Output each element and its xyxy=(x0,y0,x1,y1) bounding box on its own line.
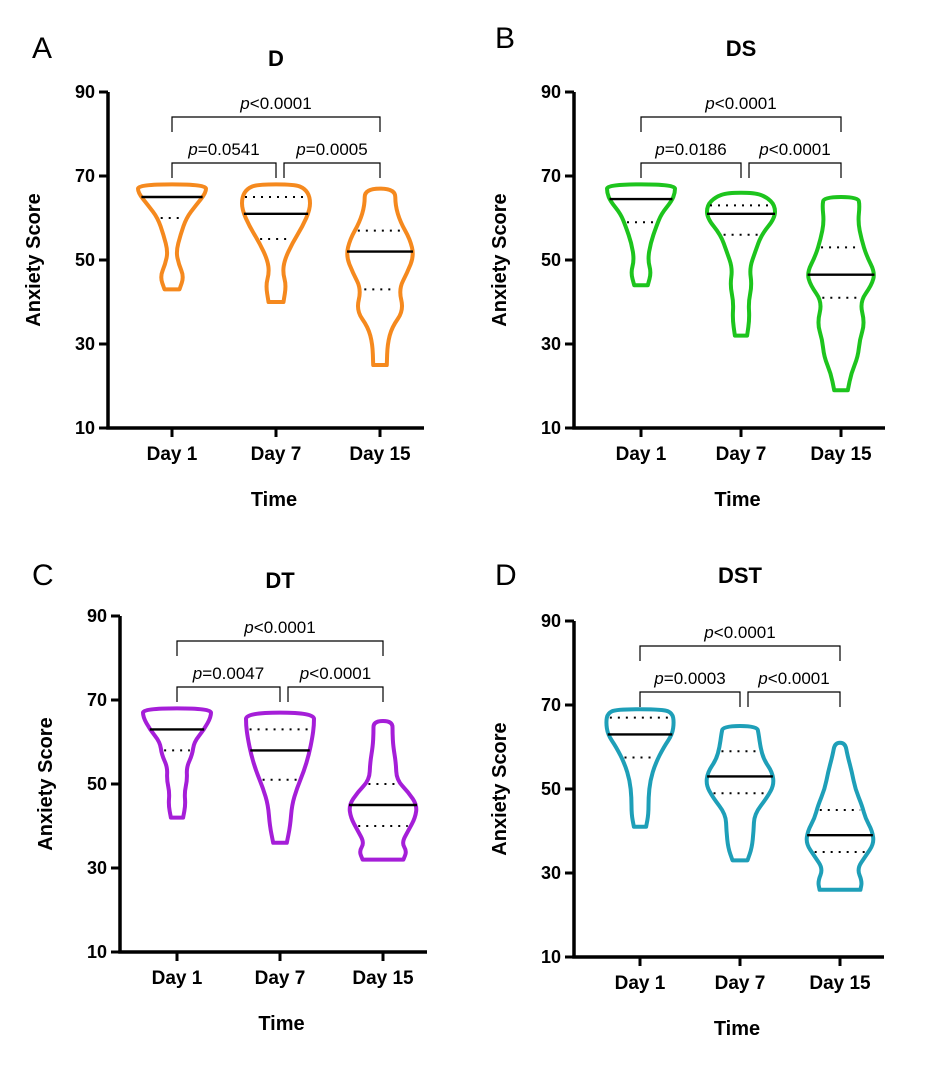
x-tick-label: Day 7 xyxy=(715,973,766,994)
chart-title: DT xyxy=(265,568,295,593)
y-tick-label: 90 xyxy=(541,611,561,631)
y-tick-label: 10 xyxy=(87,942,107,962)
violin-day-15 xyxy=(345,186,415,367)
chart-title: D xyxy=(268,46,284,71)
x-tick-label: Day 15 xyxy=(810,444,872,465)
y-tick-label: 70 xyxy=(75,166,95,186)
p-value-label: p=0.0003 xyxy=(653,669,725,688)
p-value-label: p<0.0001 xyxy=(758,140,830,159)
p-value-label: p=0.0047 xyxy=(192,664,264,683)
x-tick-label: Day 15 xyxy=(352,968,414,989)
significance-bracket xyxy=(287,686,384,702)
x-axis-title: Time xyxy=(251,489,297,511)
y-axis-title: Anxiety Score xyxy=(35,717,57,850)
y-tick-label: 70 xyxy=(541,695,561,715)
p-value-label: p<0.0001 xyxy=(704,94,776,113)
significance-bracket xyxy=(639,691,741,707)
x-tick-label: Day 1 xyxy=(615,973,666,994)
significance-bracket xyxy=(639,645,841,661)
y-tick-label: 10 xyxy=(541,947,561,967)
y-tick-label: 10 xyxy=(75,418,95,438)
p-value-label: p<0.0001 xyxy=(703,623,775,642)
significance-bracket xyxy=(171,162,277,178)
significance-bracket xyxy=(176,686,281,702)
panel-letter: C xyxy=(32,559,54,592)
p-value-label: p=0.0186 xyxy=(654,140,726,159)
y-tick-label: 50 xyxy=(87,774,107,794)
y-tick-label: 90 xyxy=(541,82,561,102)
chart-title: DST xyxy=(718,563,763,588)
x-tick-label: Day 1 xyxy=(616,444,667,465)
violin-day-15 xyxy=(804,740,876,892)
y-tick-label: 70 xyxy=(87,690,107,710)
x-tick-label: Day 15 xyxy=(349,444,411,465)
x-axis-title: Time xyxy=(258,1013,304,1035)
y-axis-title: Anxiety Score xyxy=(489,722,511,855)
significance-bracket xyxy=(640,162,742,178)
violin-day-1 xyxy=(136,182,208,292)
violin-day-7 xyxy=(240,182,312,304)
p-value-label: p<0.0001 xyxy=(239,94,311,113)
panel-a: A D 10 30 50 70 90 Day 1 Day 7 Day 15 Time Anxiety … xyxy=(23,32,424,511)
violin-day-15 xyxy=(806,195,876,393)
x-tick-label: Day 1 xyxy=(147,444,198,465)
y-tick-label: 30 xyxy=(75,334,95,354)
y-tick-label: 50 xyxy=(541,779,561,799)
x-tick-label: Day 15 xyxy=(809,973,871,994)
y-tick-label: 50 xyxy=(75,250,95,270)
y-axis-title: Anxiety Score xyxy=(489,193,511,326)
y-tick-label: 30 xyxy=(87,858,107,878)
y-tick-label: 30 xyxy=(541,334,561,354)
panel-b: B DS 10 30 50 70 90 Day 1 Day 7 Day 15 Time Anxiety… xyxy=(489,22,885,511)
violin-day-1 xyxy=(605,182,677,288)
panel-letter: B xyxy=(495,22,515,55)
x-axis-title: Time xyxy=(714,1018,760,1040)
x-axis-title: Time xyxy=(714,489,760,511)
significance-bracket xyxy=(747,691,841,707)
y-tick-label: 50 xyxy=(541,250,561,270)
y-axis-title: Anxiety Score xyxy=(23,193,45,326)
violin-day-1 xyxy=(604,707,676,829)
panel-c: C DT 10 30 50 70 90 Day 1 Day 7 Day 15 Time Anxiety… xyxy=(32,559,427,1035)
chart-title: DS xyxy=(726,36,757,61)
significance-bracket xyxy=(283,162,381,178)
y-tick-label: 90 xyxy=(75,82,95,102)
p-value-label: p<0.0001 xyxy=(757,669,829,688)
p-value-label: p=0.0005 xyxy=(295,140,367,159)
y-tick-label: 90 xyxy=(87,606,107,626)
violin-day-7 xyxy=(704,724,776,863)
p-value-label: p=0.0541 xyxy=(187,140,259,159)
significance-bracket xyxy=(748,162,842,178)
violin-day-7 xyxy=(705,190,777,338)
significance-bracket xyxy=(171,116,381,132)
panel-letter: A xyxy=(32,32,52,65)
panel-letter: D xyxy=(495,559,517,592)
y-tick-label: 30 xyxy=(541,863,561,883)
significance-bracket xyxy=(640,116,842,132)
violin-day-15 xyxy=(347,719,419,862)
x-tick-label: Day 1 xyxy=(152,968,203,989)
y-tick-label: 70 xyxy=(541,166,561,186)
p-value-label: p<0.0001 xyxy=(243,618,315,637)
x-tick-label: Day 7 xyxy=(251,444,302,465)
significance-bracket xyxy=(176,640,384,656)
violin-day-7 xyxy=(244,710,316,845)
violin-day-1 xyxy=(141,706,213,820)
panel-d: D DST 10 30 50 70 90 Day 1 Day 7 Day 15 Time Anxiet… xyxy=(489,559,884,1040)
p-value-label: p<0.0001 xyxy=(299,664,371,683)
x-tick-label: Day 7 xyxy=(716,444,767,465)
x-tick-label: Day 7 xyxy=(255,968,306,989)
y-tick-label: 10 xyxy=(541,418,561,438)
